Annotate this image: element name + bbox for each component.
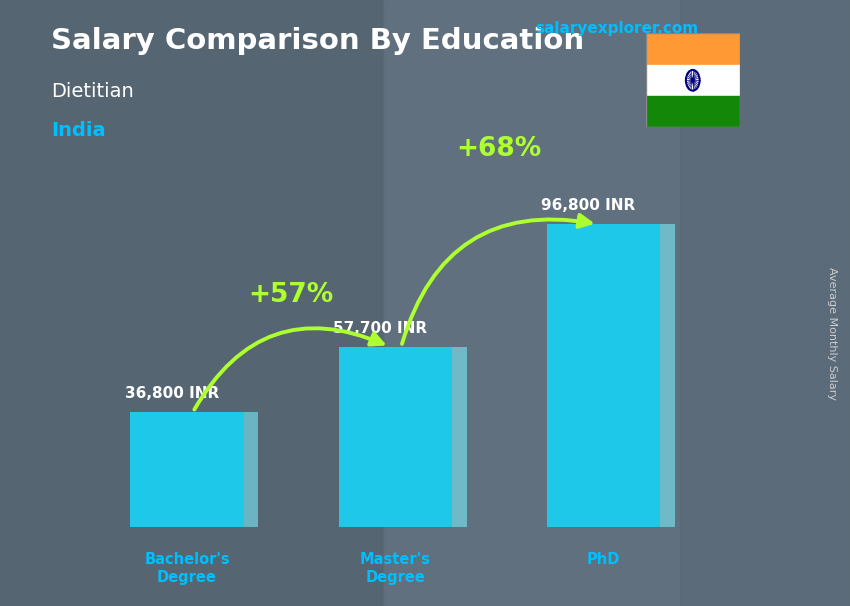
Text: 57,700 INR: 57,700 INR — [332, 321, 427, 336]
Bar — [130, 412, 243, 527]
Circle shape — [692, 78, 694, 82]
FancyArrowPatch shape — [402, 215, 591, 344]
Bar — [547, 224, 660, 527]
Text: Bachelor's
Degree: Bachelor's Degree — [144, 552, 230, 585]
Polygon shape — [451, 347, 467, 527]
Bar — [646, 96, 740, 127]
Text: Salary Comparison By Education: Salary Comparison By Education — [51, 27, 584, 55]
Text: Dietitian: Dietitian — [51, 82, 133, 101]
Text: salaryexplorer.com: salaryexplorer.com — [536, 21, 699, 36]
Text: Master's
Degree: Master's Degree — [360, 552, 431, 585]
Text: PhD: PhD — [586, 552, 620, 567]
Text: India: India — [51, 121, 105, 140]
Polygon shape — [660, 224, 675, 527]
Text: 36,800 INR: 36,800 INR — [124, 386, 218, 401]
Text: Average Monthly Salary: Average Monthly Salary — [827, 267, 837, 400]
Bar — [0, 0, 382, 606]
Bar — [680, 0, 850, 606]
Text: 96,800 INR: 96,800 INR — [541, 198, 635, 213]
Text: +68%: +68% — [456, 136, 542, 162]
Bar — [646, 33, 740, 65]
FancyArrowPatch shape — [195, 328, 382, 410]
Bar — [338, 347, 451, 527]
Text: +57%: +57% — [248, 282, 334, 308]
Bar — [646, 65, 740, 96]
Polygon shape — [243, 412, 258, 527]
Bar — [382, 0, 680, 606]
